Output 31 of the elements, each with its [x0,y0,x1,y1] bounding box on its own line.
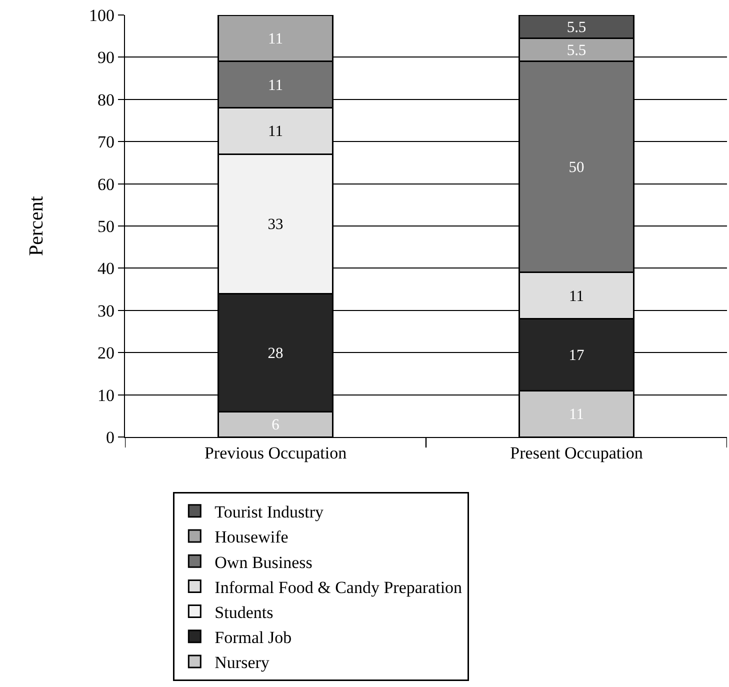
legend-label: Students [214,602,274,622]
data-label: 17 [568,346,584,364]
y-tick-label: 0 [106,428,114,447]
y-tick-label: 100 [89,6,114,25]
y-tick-label: 40 [98,259,114,278]
data-label: 11 [268,30,283,48]
data-label: 11 [268,123,283,140]
y-tick-label: 30 [98,301,114,320]
legend-label: Nursery [214,653,270,672]
data-label: 50 [568,159,584,176]
y-tick-label: 50 [98,216,114,236]
data-label: 28 [268,344,284,362]
legend-label: Formal Job [214,628,292,648]
legend-label: Tourist Industry [214,502,324,522]
y-tick-label: 60 [98,174,114,194]
data-label: 5.5 [566,18,586,36]
x-tick-label: Previous Occupation [204,444,348,462]
legend-label: Own Business [214,552,312,572]
y-tick-label: 70 [98,132,114,152]
x-tick-label: Present Occupation [510,444,644,462]
y-tick-label: 20 [98,344,114,363]
legend-label: Informal Food & Candy Preparation [214,578,463,597]
y-tick-label: 90 [98,48,114,68]
data-label: 33 [268,216,284,234]
y-tick-label: 80 [98,90,114,110]
legend-label: Housewife [214,528,288,547]
y-tick-label: 10 [98,386,114,405]
y-axis-title: Percent [26,196,48,256]
data-label: 11 [569,288,584,305]
data-label: 5.5 [566,42,586,59]
data-label: 11 [268,76,283,94]
